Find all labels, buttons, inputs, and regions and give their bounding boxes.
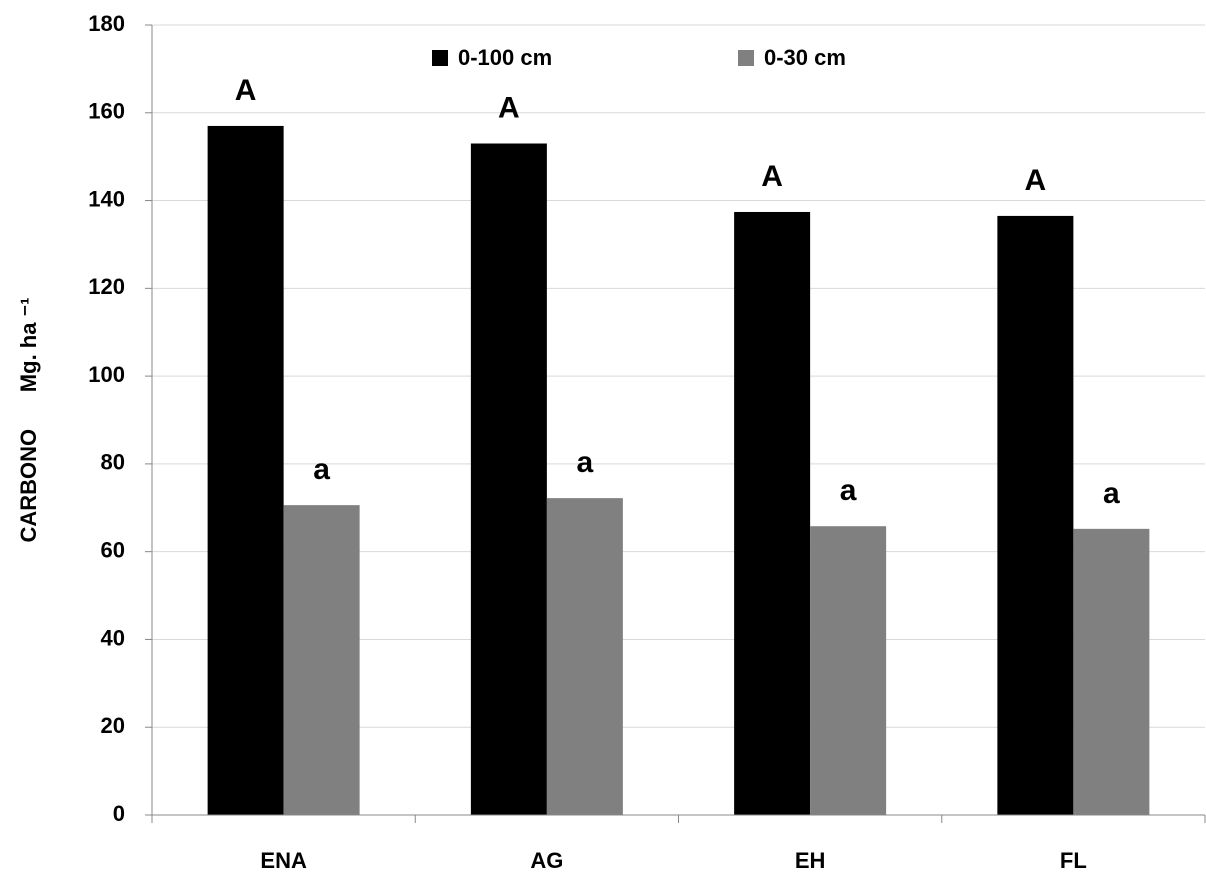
legend-swatch — [432, 50, 448, 66]
significance-letter: a — [313, 453, 330, 486]
significance-letter: a — [840, 474, 857, 507]
y-tick-label: 140 — [88, 186, 125, 211]
significance-letter: A — [1025, 164, 1047, 197]
y-tick-label: 120 — [88, 274, 125, 299]
bar — [1073, 528, 1150, 815]
y-tick-label: 20 — [101, 713, 125, 738]
bar — [810, 526, 887, 815]
x-tick-label: ENA — [260, 848, 307, 873]
y-tick-label: 60 — [101, 537, 125, 562]
bar — [470, 143, 547, 815]
y-tick-label: 40 — [101, 625, 125, 650]
legend-swatch — [738, 50, 754, 66]
bar — [207, 125, 284, 815]
y-tick-label: 180 — [88, 11, 125, 36]
x-tick-label: AG — [530, 848, 563, 873]
legend-label: 0-30 cm — [764, 45, 846, 70]
y-tick-label: 80 — [101, 450, 125, 475]
y-axis-label: CARBONO Mg. ha ⁻¹ — [16, 297, 41, 542]
x-tick-label: FL — [1060, 848, 1087, 873]
significance-letter: a — [577, 446, 594, 479]
significance-letter: A — [761, 160, 783, 193]
bar — [283, 505, 360, 815]
legend-label: 0-100 cm — [458, 45, 552, 70]
significance-letter: a — [1103, 477, 1120, 510]
significance-letter: A — [235, 74, 257, 107]
y-tick-label: 100 — [88, 362, 125, 387]
y-tick-label: 160 — [88, 99, 125, 124]
bar — [734, 211, 811, 815]
y-tick-label: 0 — [113, 801, 125, 826]
bar — [546, 498, 623, 815]
significance-letter: A — [498, 91, 520, 124]
bar — [997, 215, 1074, 815]
x-tick-label: EH — [795, 848, 826, 873]
